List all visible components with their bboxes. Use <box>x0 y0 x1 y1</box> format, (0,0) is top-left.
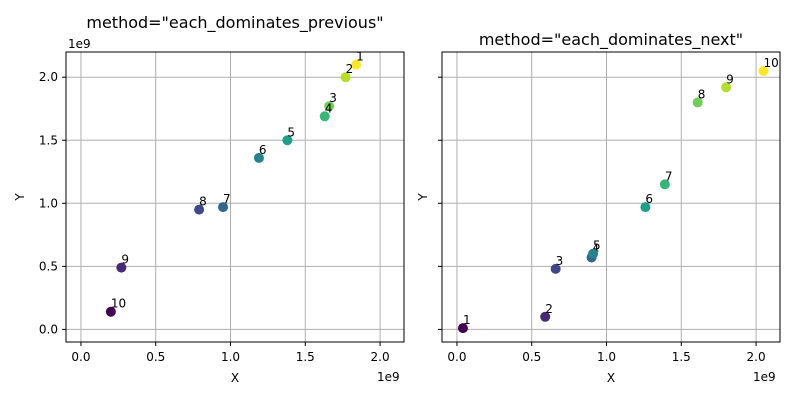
right-x-tick-label-3: 1.5 <box>672 350 691 364</box>
left-x-offset-label: 1e9 <box>377 370 400 384</box>
left-data-point-7 <box>218 202 229 213</box>
left-y-axis-label: Y <box>13 193 27 202</box>
right-x-axis-label: X <box>607 371 615 385</box>
right-x-tick-label-1: 0.5 <box>522 350 541 364</box>
right-data-point-label-7: 7 <box>665 169 673 183</box>
left-data-point-label-10: 10 <box>111 297 126 311</box>
left-y-tick-label-3: 1.5 <box>39 133 58 147</box>
left-data-point-10 <box>105 306 116 317</box>
right-data-point-label-3: 3 <box>556 254 564 268</box>
left-y-tick-label-2: 1.0 <box>39 196 58 210</box>
left-y-tick-label-1: 0.5 <box>39 259 58 273</box>
right-x-tick-label-4: 2.0 <box>747 350 766 364</box>
right-data-point-6 <box>640 202 651 213</box>
left-subplot: method="each_dominates_previous" 0.0 0.5 1… <box>13 13 405 385</box>
left-data-point-4 <box>319 111 330 122</box>
left-data-point-8 <box>194 204 205 215</box>
left-axes-frame <box>65 51 405 343</box>
right-x-tick-label-0: 0.0 <box>447 350 466 364</box>
left-x-tick-label-3: 1.5 <box>296 350 315 364</box>
left-y-offset-label: 1e9 <box>68 37 91 51</box>
right-chart-title: method="each_dominates_next" <box>479 30 743 50</box>
left-data-point-label-1: 1 <box>356 50 364 64</box>
right-data-point-5 <box>588 248 599 259</box>
left-plot-area: 0.0 0.5 1.0 1.5 2.00.00.51.01.52.01234567891… <box>39 50 405 364</box>
right-data-point-label-10: 10 <box>764 56 779 70</box>
right-data-point-2 <box>540 311 551 322</box>
right-data-point-label-2: 2 <box>545 302 553 316</box>
left-x-tick-label-0: 0.0 <box>71 350 90 364</box>
left-x-axis-label: X <box>231 371 239 385</box>
left-chart-title: method="each_dominates_previous" <box>86 13 383 33</box>
right-data-point-label-6: 6 <box>645 192 653 206</box>
right-subplot: method="each_dominates_next" 0.0 0.5 1.0 1.… <box>416 30 781 385</box>
right-x-tick-label-2: 1.0 <box>597 350 616 364</box>
left-data-point-label-8: 8 <box>199 195 207 209</box>
right-data-point-label-9: 9 <box>726 72 734 86</box>
right-data-point-10 <box>758 65 769 76</box>
right-data-point-7 <box>659 179 670 190</box>
left-y-tick-label-0: 0.0 <box>39 322 58 336</box>
left-data-point-label-9: 9 <box>121 253 129 267</box>
left-data-point-3 <box>324 101 335 112</box>
left-data-point-label-4: 4 <box>325 101 333 115</box>
left-x-tick-label-4: 2.0 <box>371 350 390 364</box>
right-data-point-1 <box>457 323 468 334</box>
left-data-point-label-6: 6 <box>259 143 267 157</box>
left-data-point-6 <box>253 152 264 163</box>
left-data-point-1 <box>351 59 362 70</box>
left-data-point-5 <box>282 135 293 146</box>
left-data-point-label-7: 7 <box>223 192 231 206</box>
right-x-offset-label: 1e9 <box>753 370 776 384</box>
right-axes-frame <box>441 51 781 343</box>
left-x-tick-label-1: 0.5 <box>146 350 165 364</box>
left-data-point-9 <box>116 262 127 273</box>
left-x-tick-label-2: 1.0 <box>221 350 240 364</box>
right-y-axis-label: Y <box>416 193 430 202</box>
right-data-point-label-8: 8 <box>698 87 706 101</box>
left-data-point-2 <box>340 72 351 83</box>
left-data-point-label-5: 5 <box>287 125 295 139</box>
right-data-point-label-5: 5 <box>593 239 601 253</box>
right-data-point-3 <box>550 263 561 274</box>
right-data-point-9 <box>721 82 732 93</box>
left-y-tick-label-4: 2.0 <box>39 70 58 84</box>
right-data-point-label-1: 1 <box>463 313 471 327</box>
left-data-point-label-3: 3 <box>329 91 337 105</box>
left-data-point-label-2: 2 <box>346 62 354 76</box>
right-data-point-8 <box>692 97 703 108</box>
